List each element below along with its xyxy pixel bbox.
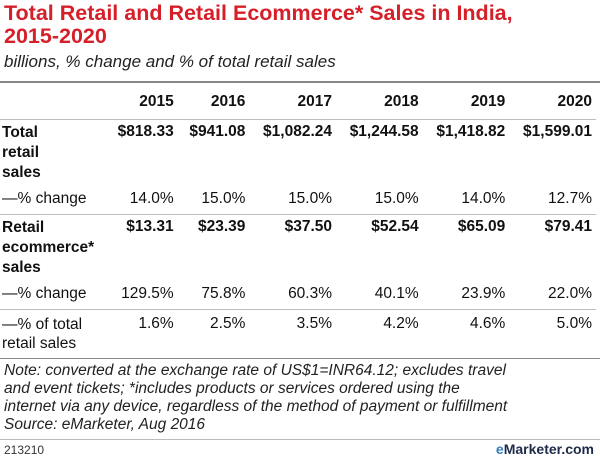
table-cell: $818.33: [106, 119, 178, 183]
table-row-total-retail-sales: Total retail sales $818.33 $941.08 $1,08…: [0, 119, 596, 183]
row-label-line: sales: [2, 259, 41, 276]
table-cell: 22.0%: [548, 284, 592, 302]
table-cell: 3.5%: [249, 309, 337, 357]
chart-note: Note: converted at the exchange rate of …: [4, 362, 598, 434]
col-header: 2016: [210, 93, 246, 110]
table-cell: 4.6%: [422, 309, 510, 357]
table-cell: $1,082.24: [249, 119, 337, 183]
table-cell: 15.0%: [288, 189, 333, 207]
brand-name: Marketer: [503, 441, 562, 457]
table-cell: $65.09: [422, 214, 510, 278]
table-row-ecommerce-percent-change: —% change 129.5% 75.8% 60.3% 40.1% 23.9%…: [0, 278, 596, 310]
table-row-percent-of-total: —% of total retail sales 1.6% 2.5% 3.5% …: [0, 309, 596, 357]
table-cell: 15.0%: [374, 189, 419, 207]
row-label: Total retail sales: [0, 119, 106, 183]
table-cell: 40.1%: [374, 284, 419, 302]
bottom-rule: [0, 358, 600, 359]
table-cell: 12.7%: [548, 189, 592, 207]
emarketer-logo: eMarketer.com: [496, 441, 594, 457]
table-cell: 23.9%: [461, 284, 506, 302]
row-label-line: retail sales: [2, 335, 77, 352]
table-cell: 15.0%: [201, 189, 246, 207]
table-cell: 129.5%: [121, 284, 174, 302]
note-line: internet via any device, regardless of t…: [4, 398, 508, 415]
col-header: 2015: [139, 93, 174, 110]
col-header: 2018: [384, 93, 419, 110]
header-corner: [0, 85, 106, 120]
table-cell: 5.0%: [509, 309, 596, 357]
table-row-total-percent-change: —% change 14.0% 15.0% 15.0% 15.0% 14.0% …: [0, 183, 596, 215]
source-line: Source: eMarketer, Aug 2016: [4, 416, 206, 433]
brand-domain: .com: [561, 441, 594, 457]
table-cell: 14.0%: [129, 189, 174, 207]
row-label-line: sales: [2, 164, 41, 181]
header-row: 2015 2016 2017 2018 2019 2020: [0, 85, 596, 120]
table-cell: 1.6%: [106, 309, 178, 357]
row-label: —% of total retail sales: [0, 309, 106, 357]
row-label: —% change: [2, 284, 87, 302]
row-label: —% change: [2, 189, 87, 207]
table-cell: $1,418.82: [422, 119, 510, 183]
row-label-line: ecommerce*: [2, 239, 95, 256]
row-label-line: Total: [2, 124, 38, 141]
footer-rule: [0, 439, 600, 440]
table-cell: $1,599.01: [509, 119, 596, 183]
table-cell: $941.08: [177, 119, 250, 183]
table-cell: 2.5%: [177, 309, 250, 357]
data-table: 2015 2016 2017 2018 2019 2020 Total reta…: [0, 85, 596, 357]
table-cell: $1,244.58: [336, 119, 423, 183]
table-cell: $37.50: [249, 214, 337, 278]
table-cell: $52.54: [336, 214, 423, 278]
note-line: Note: converted at the exchange rate of …: [4, 362, 506, 379]
chart-id: 213210: [4, 443, 45, 457]
table-cell: 14.0%: [461, 189, 506, 207]
table-cell: 4.2%: [336, 309, 423, 357]
row-label-line: retail: [2, 144, 40, 161]
chart-subtitle: billions, % change and % of total retail…: [4, 52, 336, 71]
table-cell: 60.3%: [288, 284, 333, 302]
row-label: Retail ecommerce* sales: [0, 214, 106, 278]
table-cell: $23.39: [177, 214, 250, 278]
row-label-line: —% of total: [2, 316, 83, 333]
col-header: 2017: [297, 93, 333, 110]
table-cell: $79.41: [509, 214, 596, 278]
title-line-2: 2015-2020: [4, 24, 107, 48]
row-label-line: Retail: [2, 219, 45, 236]
col-header: 2019: [470, 93, 506, 110]
top-rule: [0, 81, 600, 83]
table-cell: 75.8%: [201, 284, 246, 302]
brand-e: e: [495, 441, 504, 457]
table-row-retail-ecommerce-sales: Retail ecommerce* sales $13.31 $23.39 $3…: [0, 214, 596, 278]
table-cell: $13.31: [106, 214, 178, 278]
chart-title: Total Retail and Retail Ecommerce* Sales…: [4, 2, 596, 48]
note-line: and event tickets; *includes products or…: [4, 380, 460, 397]
title-line-1: Total Retail and Retail Ecommerce* Sales…: [4, 1, 513, 25]
col-header: 2020: [557, 93, 592, 110]
